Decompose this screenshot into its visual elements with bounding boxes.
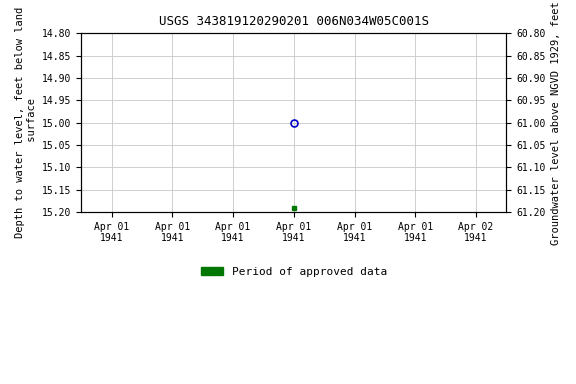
Legend: Period of approved data: Period of approved data <box>196 263 392 281</box>
Title: USGS 343819120290201 006N034W05C001S: USGS 343819120290201 006N034W05C001S <box>159 15 429 28</box>
Y-axis label: Groundwater level above NGVD 1929, feet: Groundwater level above NGVD 1929, feet <box>551 1 561 245</box>
Y-axis label: Depth to water level, feet below land
 surface: Depth to water level, feet below land su… <box>15 7 37 238</box>
